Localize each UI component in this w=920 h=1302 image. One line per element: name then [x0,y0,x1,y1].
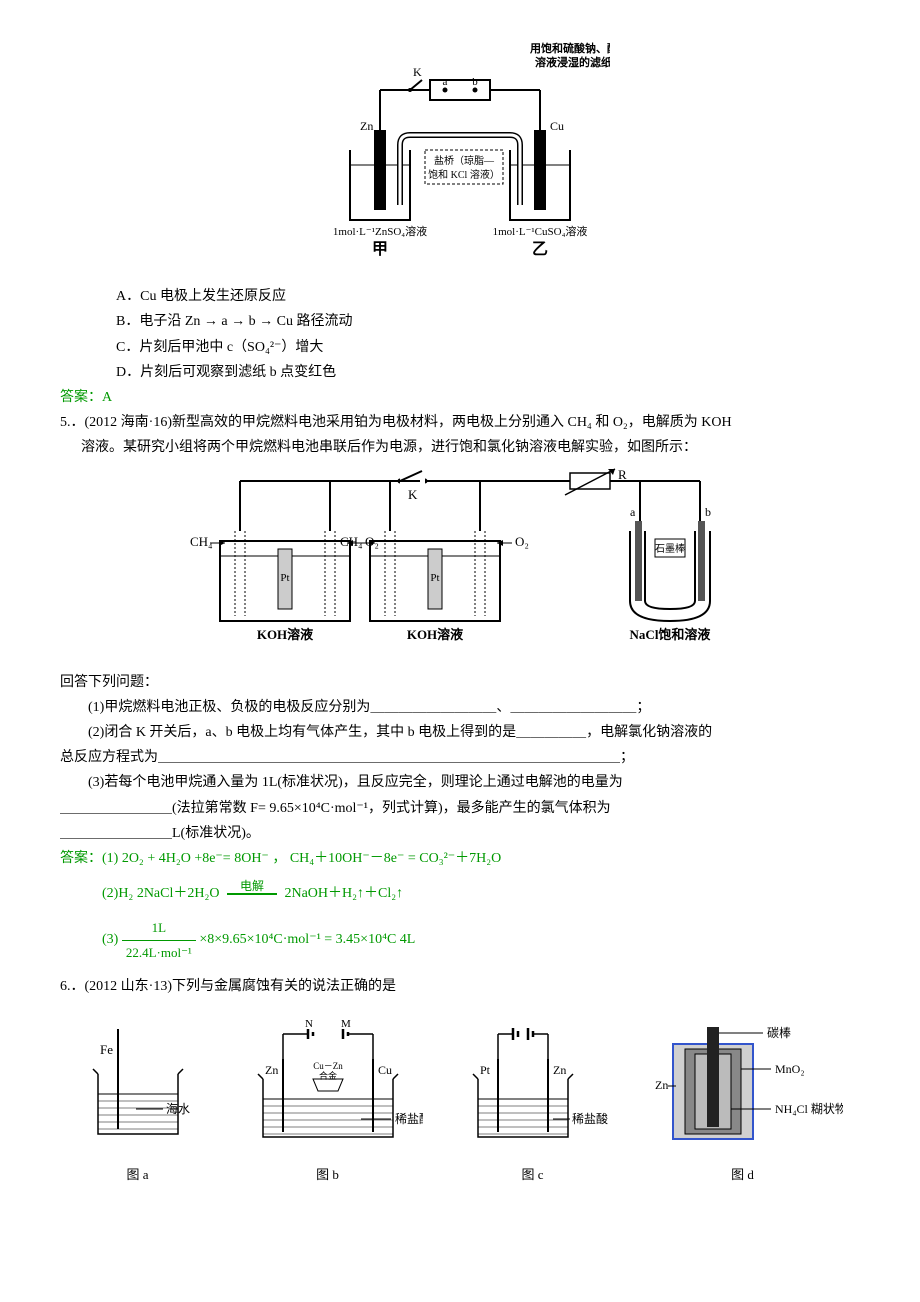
q4-answer-value: A [102,390,112,405]
fig-b-cu: Cu [378,1063,392,1077]
q5-p2b: 总反应方程式为＿＿＿＿＿＿＿＿＿＿＿＿＿＿＿＿＿＿＿＿＿＿＿＿＿＿＿＿＿＿＿＿＿… [60,745,860,770]
caption-b: 图 b [233,1163,423,1186]
fig1-top-line2: 溶液浸湿的滤纸 [535,55,610,69]
fig-b-M: M [341,1019,351,1030]
fig1-svg: 用饱和硫酸钠、酚酞 溶液浸湿的滤纸 a b K Zn Cu 盐桥（琼脂— 饱 [310,40,610,275]
q5-a3-num: 1L [122,916,196,940]
q5-p3: (3)若每个电池甲烷通入量为 1L(标准状况)，且反应完全，则理论上通过电解池的… [60,770,860,795]
fig2-o2-2: O₂ [515,534,529,549]
q5-body-head: 回答下列问题： [60,670,860,695]
q5-a2-arrowtop: 电解 [227,876,277,898]
fig2-koh1: KOH溶液 [257,627,313,642]
fig2-b: b [705,505,711,519]
fig-a: Fe 海水 图 a [78,1019,198,1186]
fig2-rod: 石墨棒 [655,542,685,555]
q5-answer1: 答案：(1) 2O₂ + 4H₂O +8e⁻= 8OH⁻ ， CH₄＋10OH⁻… [60,846,860,871]
q4-answer: 答案：A [60,385,860,410]
fig-d-rod: 碳棒 [767,1026,791,1040]
fig2-utube: a b 石墨棒 NaCl饱和溶液 [630,505,711,642]
q5-stem-line2: 溶液。某研究小组将两个甲烷燃料电池串联后作为电源，进行饱和氯化钠溶液电解实验，如… [81,435,860,460]
fig-a-fe: Fe [100,1042,113,1057]
q4-option-b: B．电子沿 Zn → a → b → Cu 路径流动 [116,309,860,334]
figure-corrosion-row: Fe 海水 图 a Zn Cu [60,1019,860,1186]
fig2-a: a [630,505,636,519]
q5-a3-prefix: (3) [102,932,122,947]
figure-fuel-cells: K R Pt CH₄ O₂ [60,461,860,670]
fig1-right-solution: 1mol·L⁻¹CuSO₄溶液 [493,224,588,238]
q5-p3b: ＿＿＿＿＿＿＿＿(法拉第常数 F= 9.65×10⁴C·mol⁻¹，列式计算)，… [60,796,860,821]
fig1-bridge-bottom: 饱和 KCl 溶液） [428,168,500,181]
fig-d-mno2: MnO₂ [775,1062,805,1076]
caption-c: 图 c [458,1163,608,1186]
fig2-nacl: NaCl饱和溶液 [630,627,711,642]
fig2-pt1: Pt [280,572,289,584]
fig1-switch-k: K [413,65,422,79]
q5-answer-label: 答案： [60,851,102,866]
q5-answer3: (3) 1L 22.4L·mol⁻¹ ×8×9.65×10⁴C·mol⁻¹ = … [102,916,860,964]
fig-c-pt: Pt [480,1063,491,1077]
fig-c-zn: Zn [553,1063,566,1077]
q5-stem-line1: 5.．(2012 海南·16)新型高效的甲烷燃料电池采用铂为电极材料，两电极上分… [60,410,860,435]
fig1-right-electrode: Cu [550,119,564,133]
caption-a: 图 a [78,1163,198,1186]
q5-p3c: ＿＿＿＿＿＿＿＿L(标准状况)。 [60,821,860,846]
q4-option-d: D．片刻后可观察到滤纸 b 点变红色 [116,360,860,385]
figure-galvanic-cell: 用饱和硫酸钠、酚酞 溶液浸湿的滤纸 a b K Zn Cu 盐桥（琼脂— 饱 [60,40,860,284]
fig1-point-b: b [472,76,478,88]
fig2-koh2: KOH溶液 [407,627,463,642]
fig-d: 碳棒 MnO₂ NH₄Cl 糊状物 Zn 图 d [643,1019,843,1186]
q5-p1: (1)甲烷燃料电池正极、负极的电极反应分别为＿＿＿＿＿＿＿＿＿、＿＿＿＿＿＿＿＿… [60,695,860,720]
fig2-svg: K R Pt CH₄ O₂ [170,461,750,661]
q4-option-c: C．片刻后甲池中 c（SO₄²⁻）增大 [116,335,860,360]
fig1-left-cup: 甲 [372,240,388,258]
fig1-right-cup: 乙 [532,241,548,258]
fig1-left-solution: 1mol·L⁻¹ZnSO₄溶液 [333,224,427,238]
fig-c-sol: 稀盐酸 [572,1111,608,1126]
q5-a2-prefix: (2)H₂ 2NaCl＋2H₂O [102,886,219,901]
fig2-ch4-2: CH₄ [340,534,363,549]
fig-b-N: N [305,1019,313,1030]
fig1-left-electrode: Zn [360,119,373,133]
fig2-switch: K [408,487,418,502]
q4-answer-label: 答案： [60,390,102,405]
fig-b-sol: 稀盐酸 [395,1111,423,1126]
fig1-point-a: a [443,76,448,88]
fig1-top-line1: 用饱和硫酸钠、酚酞 [530,41,610,55]
caption-d: 图 d [643,1163,843,1186]
fig2-resistor: R [618,467,627,482]
fig-d-paste: NH₄Cl 糊状物 [775,1101,843,1116]
fig-b-alloy2: 合金 [318,1070,336,1081]
fig-a-sol: 海水 [166,1101,190,1116]
fig2-ch4-1: CH₄ [190,534,213,549]
fig-d-zn: Zn [655,1078,668,1092]
fig1-bridge-top: 盐桥（琼脂— [434,154,495,167]
fig-b-zn: Zn [265,1063,278,1077]
q5-a2-suffix: 2NaOH＋H₂↑＋Cl₂↑ [284,886,403,901]
fig2-pt2: Pt [430,572,439,584]
q4-option-a: A．Cu 电极上发生还原反应 [116,284,860,309]
q5-answer2: (2)H₂ 2NaCl＋2H₂O 电解 2NaOH＋H₂↑＋Cl₂↑ [102,881,860,906]
q6-stem: 6.．(2012 山东·13)下列与金属腐蚀有关的说法正确的是 [60,974,860,999]
q5-p2: (2)闭合 K 开关后，a、b 电极上均有气体产生，其中 b 电极上得到的是＿＿… [60,720,860,745]
fig-b: Zn Cu N M Cu－Zn 合金 稀盐酸 图 b [233,1019,423,1186]
q5-a3-suffix: ×8×9.65×10⁴C·mol⁻¹ = 3.45×10⁴C 4L [199,932,415,947]
q5-a3-den: 22.4L·mol⁻¹ [122,941,196,964]
q5-a1: (1) 2O₂ + 4H₂O +8e⁻= 8OH⁻ ， CH₄＋10OH⁻－8e… [102,851,501,866]
fig-c: Pt Zn 稀盐酸 图 c [458,1019,608,1186]
fig-b-alloy1: Cu－Zn [313,1061,343,1071]
